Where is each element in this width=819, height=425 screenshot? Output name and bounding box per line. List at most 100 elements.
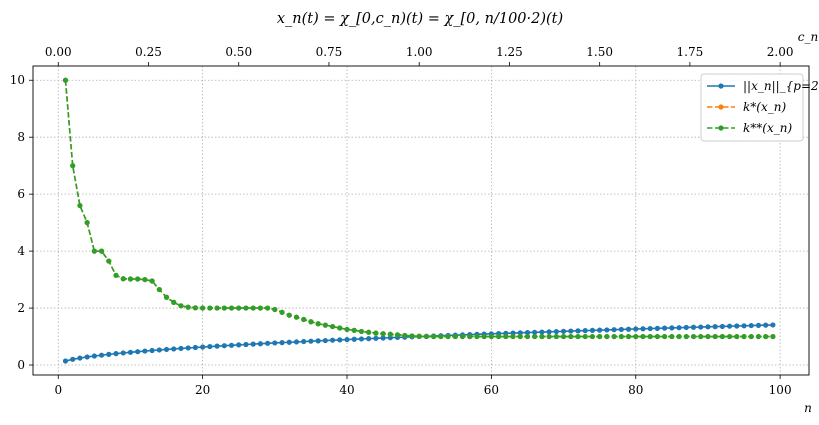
data-point — [351, 327, 357, 333]
data-point — [214, 305, 220, 311]
data-point — [640, 326, 646, 332]
plot-frame — [32, 65, 810, 376]
data-point — [207, 305, 213, 311]
data-point — [358, 328, 365, 335]
data-point — [149, 347, 155, 354]
data-point — [185, 345, 191, 351]
data-point — [91, 353, 97, 359]
data-point — [510, 333, 516, 340]
data-point — [207, 343, 213, 350]
data-point — [149, 278, 155, 284]
legend-item: k**(x_n) — [707, 121, 792, 135]
data-point — [142, 276, 148, 283]
data-point — [553, 328, 559, 335]
data-point — [633, 326, 639, 332]
data-point — [228, 342, 235, 348]
data-point — [741, 323, 747, 329]
data-point — [77, 355, 83, 361]
data-point — [568, 328, 574, 334]
data-point — [481, 333, 487, 340]
data-point — [575, 333, 581, 340]
data-point — [135, 349, 141, 355]
data-point — [647, 333, 653, 340]
data-point — [113, 272, 119, 278]
data-point — [719, 323, 725, 330]
data-point — [560, 333, 567, 340]
data-point — [315, 321, 321, 327]
data-point — [142, 348, 148, 354]
data-point — [315, 338, 321, 344]
series-group — [62, 77, 776, 364]
data-point — [178, 345, 184, 352]
data-point — [84, 220, 90, 226]
y-tick-label: 8 — [17, 130, 25, 144]
data-point — [171, 346, 177, 352]
data-point — [185, 304, 191, 310]
data-point — [763, 322, 769, 328]
data-point — [705, 324, 711, 330]
data-point — [221, 343, 227, 349]
x-tick-label: 80 — [628, 383, 643, 397]
data-point — [618, 333, 624, 340]
data-point — [236, 342, 242, 348]
data-point — [257, 341, 263, 347]
data-point — [770, 333, 776, 340]
series-line — [65, 324, 773, 362]
data-point — [726, 323, 733, 329]
data-point — [250, 341, 256, 347]
data-point — [308, 319, 314, 325]
data-point — [582, 333, 588, 340]
data-point — [329, 323, 336, 330]
data-point — [503, 333, 509, 340]
data-point — [373, 330, 379, 336]
data-point — [192, 305, 199, 311]
y-tick-label: 2 — [17, 301, 25, 315]
data-point — [329, 337, 336, 343]
data-point — [272, 306, 278, 313]
data-point — [741, 333, 747, 340]
data-point — [719, 333, 725, 340]
legend-swatch-marker — [718, 83, 724, 89]
data-point — [748, 322, 754, 329]
data-point — [200, 305, 206, 311]
data-point — [286, 312, 292, 318]
data-point — [77, 202, 83, 209]
data-point — [127, 276, 134, 282]
data-point — [589, 327, 596, 333]
x2-tick-label: 1.25 — [496, 45, 523, 59]
data-point — [597, 333, 603, 340]
data-point — [755, 322, 762, 328]
data-point — [582, 328, 588, 334]
data-point — [70, 163, 76, 169]
x-tick-label: 40 — [339, 383, 354, 397]
data-point — [91, 248, 97, 254]
data-point — [705, 333, 711, 340]
data-point — [62, 358, 69, 364]
data-point — [98, 248, 105, 254]
data-point — [618, 326, 624, 333]
data-point — [171, 299, 177, 305]
data-point — [70, 356, 76, 362]
data-point — [322, 322, 328, 328]
data-point — [265, 305, 271, 311]
x-tick-label: 100 — [769, 383, 792, 397]
data-point — [625, 333, 632, 340]
data-point — [236, 305, 242, 311]
data-point — [734, 323, 740, 329]
x2-tick-label: 1.50 — [586, 45, 613, 59]
data-point — [156, 286, 162, 293]
data-point — [546, 329, 552, 335]
data-point — [293, 339, 300, 345]
data-point — [604, 333, 610, 340]
data-point — [394, 332, 401, 338]
data-point — [734, 333, 740, 340]
data-point — [712, 333, 718, 340]
data-point — [517, 330, 523, 336]
y-tick-label: 6 — [17, 187, 25, 201]
data-point — [308, 338, 314, 344]
data-point — [265, 340, 271, 346]
data-point — [84, 354, 90, 360]
data-point — [221, 305, 227, 311]
data-point — [611, 333, 617, 340]
